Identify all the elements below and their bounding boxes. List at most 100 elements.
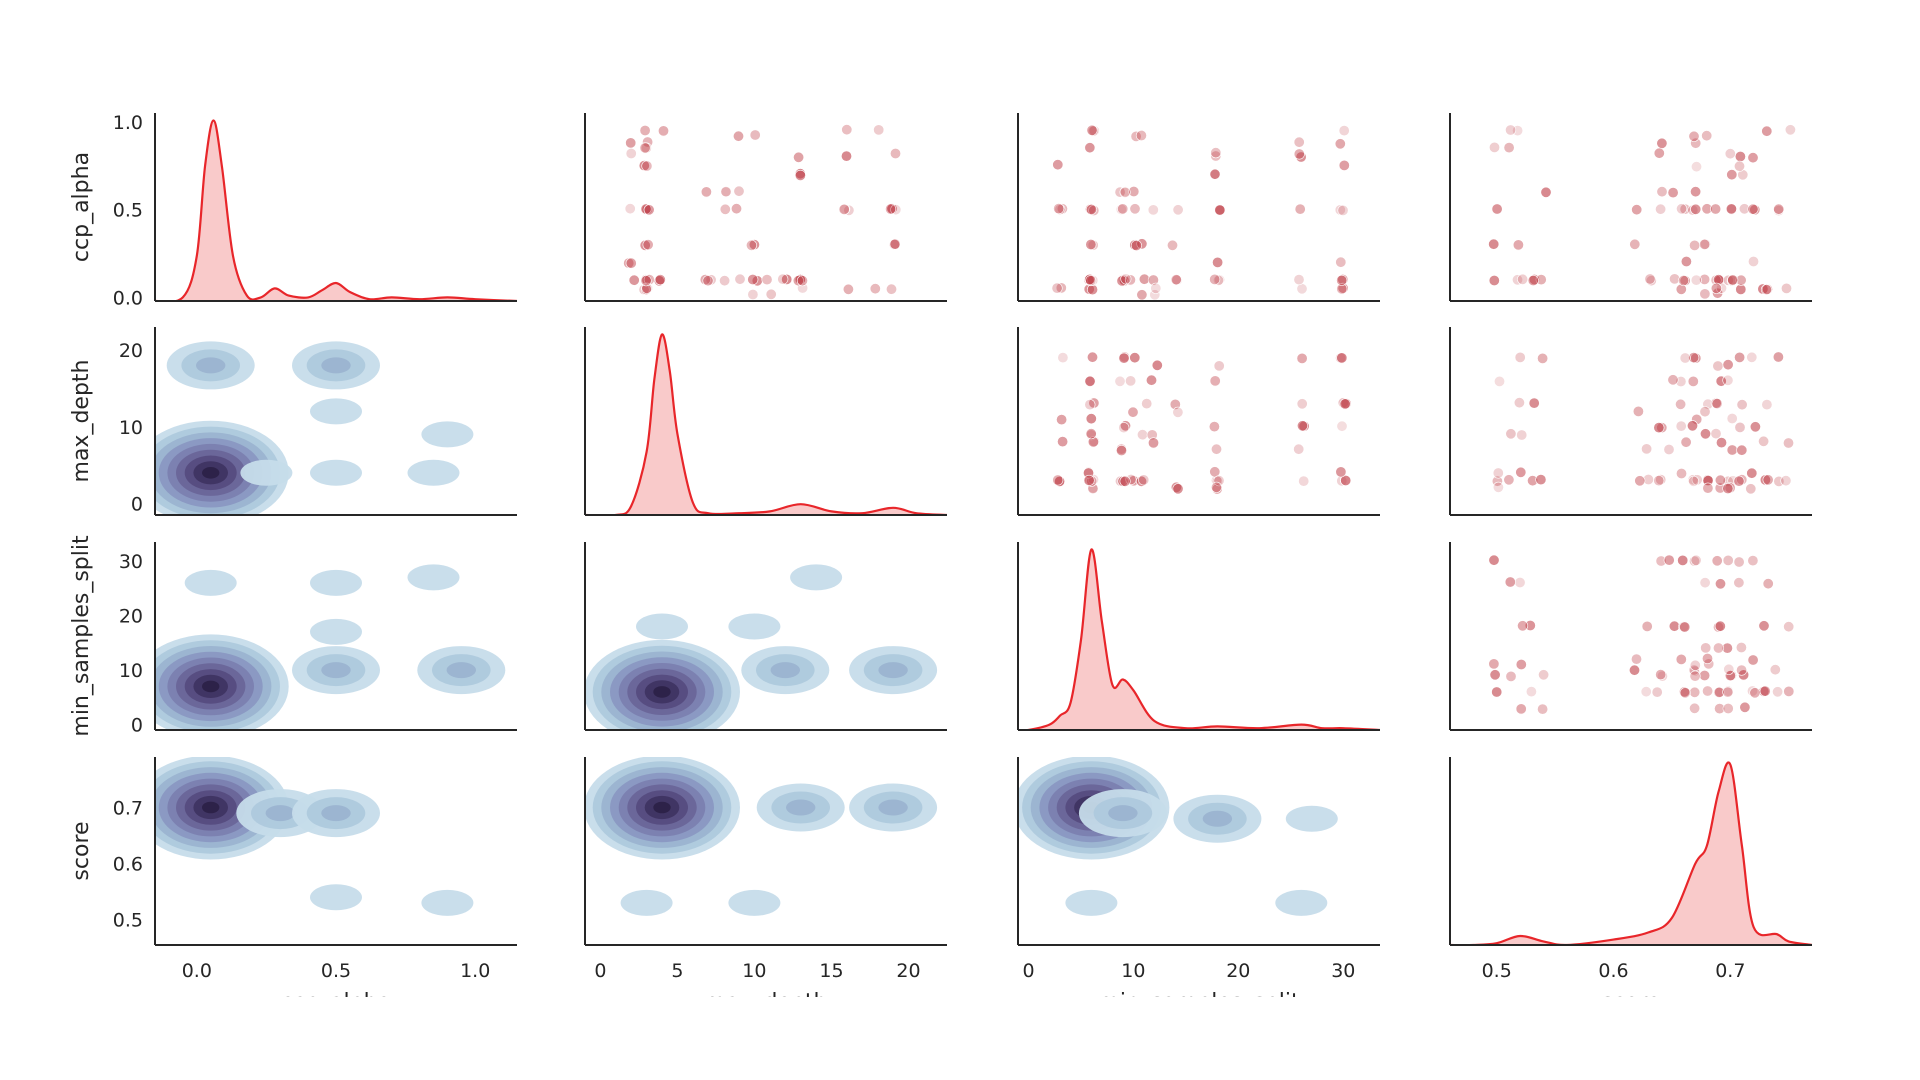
scatter-point <box>1675 398 1687 410</box>
scatter-point <box>1653 147 1665 159</box>
scatter-point <box>1769 664 1781 676</box>
scatter-point <box>1714 703 1726 715</box>
scatter-point <box>1052 474 1064 486</box>
scatter-point <box>873 124 885 136</box>
scatter-point <box>1489 669 1501 681</box>
scatter-point <box>1735 274 1747 286</box>
scatter-point <box>1667 374 1679 386</box>
panel-marks <box>1018 548 1380 730</box>
scatter-point <box>1690 137 1702 149</box>
panel-min_samples_split-vs-max_depth <box>584 542 947 731</box>
scatter-point <box>1491 203 1503 215</box>
scatter-point <box>702 275 714 287</box>
scatter-point <box>1084 375 1096 387</box>
panel-ccp_alpha-vs-max_depth <box>584 113 947 302</box>
scatter-point <box>1653 475 1665 487</box>
scatter-point <box>1527 274 1539 286</box>
scatter-point <box>1641 443 1653 455</box>
scatter-point <box>719 275 731 287</box>
scatter-point <box>1515 703 1527 715</box>
scatter-point <box>1083 474 1095 486</box>
scatter-point <box>1690 554 1702 566</box>
kde-contour-level <box>790 564 843 591</box>
scatter-point <box>733 185 745 197</box>
y-tick-label: 0 <box>131 494 143 516</box>
scatter-point <box>1721 642 1733 654</box>
scatter-point <box>1745 483 1757 495</box>
scatter-point <box>1722 702 1734 714</box>
kde-contour-level <box>407 459 460 486</box>
panel-max_depth-vs-score <box>1449 327 1812 516</box>
scatter-point <box>1727 274 1739 286</box>
scatter-point <box>1710 397 1722 409</box>
scatter-point <box>1119 475 1131 487</box>
scatter-point <box>1726 444 1738 456</box>
scatter-point <box>1712 360 1724 372</box>
scatter-point <box>1172 204 1184 216</box>
scatter-point <box>1504 576 1516 588</box>
scatter-point <box>1631 204 1643 216</box>
scatter-point <box>1676 203 1688 215</box>
scatter-point <box>889 238 901 250</box>
y-axis-label: ccp_alpha <box>69 152 94 262</box>
scatter-point <box>777 273 789 285</box>
scatter-point <box>1691 161 1703 173</box>
panel-max_depth-vs-max_depth <box>584 327 947 516</box>
scatter-point <box>1725 203 1737 215</box>
scatter-point <box>889 148 901 160</box>
scatter-point <box>1645 275 1657 287</box>
scatter-point <box>1715 578 1727 590</box>
panel-min_samples_split-vs-ccp_alpha: 0 10 20 30 min_samples_split <box>69 535 517 737</box>
scatter-point <box>1702 685 1714 697</box>
scatter-point <box>1213 274 1225 286</box>
scatter-point <box>1124 274 1136 286</box>
scatter-point <box>1209 168 1221 180</box>
scatter-point <box>625 137 637 149</box>
scatter-point <box>1211 481 1223 493</box>
kde-contour-level <box>184 569 237 596</box>
scatter-point <box>1503 142 1515 154</box>
scatter-point <box>1716 437 1728 449</box>
kde-contour-level <box>878 799 908 816</box>
scatter-point <box>1488 658 1500 670</box>
panel-marks <box>155 341 474 515</box>
scatter-point <box>1296 352 1308 364</box>
scatter-point <box>1690 186 1702 198</box>
scatter-point <box>1525 686 1537 698</box>
scatter-point <box>1117 203 1129 215</box>
scatter-point <box>654 274 666 286</box>
kde-contour-level <box>310 459 362 486</box>
scatter-point <box>1772 351 1784 363</box>
scatter-point <box>1722 686 1734 698</box>
x-tick-label: 10 <box>1121 960 1145 982</box>
scatter-point <box>1781 282 1793 294</box>
scatter-point <box>1749 421 1761 433</box>
scatter-point <box>1678 274 1690 286</box>
panel-max_depth-vs-min_samples_split <box>1017 327 1380 516</box>
scatter-point <box>1675 420 1687 432</box>
scatter-point <box>1129 352 1141 364</box>
scatter-point <box>1651 686 1663 698</box>
kde-contour-level <box>1202 810 1233 827</box>
scatter-point <box>1723 663 1735 675</box>
scatter-point <box>643 204 655 216</box>
scatter-point <box>1722 374 1734 386</box>
scatter-point <box>1655 474 1667 486</box>
x-tick-label: 0 <box>1022 960 1034 982</box>
x-tick-label: 0.7 <box>1715 960 1745 982</box>
kde-contour-level <box>653 686 671 698</box>
scatter-point <box>1505 670 1517 682</box>
scatter-point <box>1641 620 1653 632</box>
scatter-point <box>1148 437 1160 449</box>
scatter-point <box>1679 687 1691 699</box>
scatter-point <box>1772 686 1784 698</box>
scatter-point <box>1514 351 1526 363</box>
scatter-point <box>1735 283 1747 295</box>
scatter-point <box>1213 475 1225 487</box>
scatter-point <box>1735 641 1747 653</box>
scatter-point <box>1689 702 1701 714</box>
scatter-point <box>1085 239 1097 251</box>
kde-contour-level <box>421 421 474 448</box>
scatter-point <box>1784 124 1796 136</box>
scatter-point <box>1710 428 1722 440</box>
